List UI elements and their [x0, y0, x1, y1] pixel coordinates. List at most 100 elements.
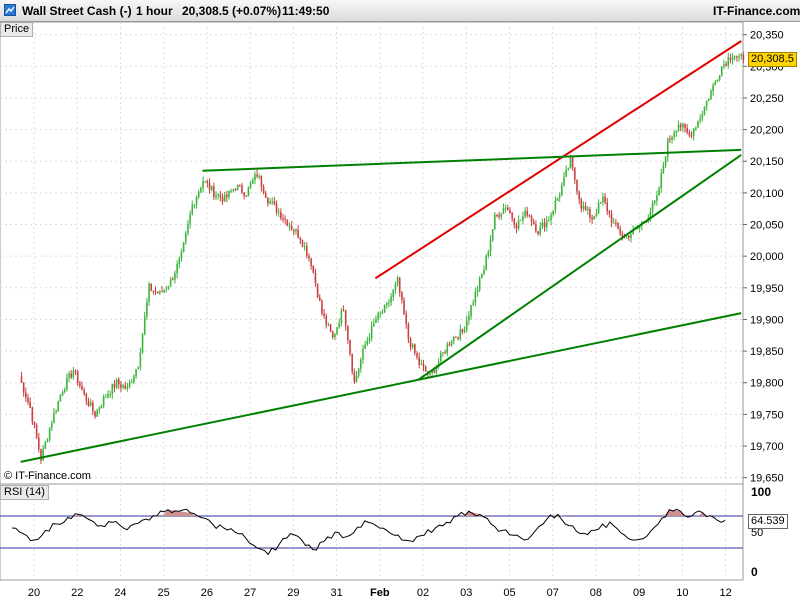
candle-up: [677, 124, 680, 132]
candle-down: [234, 189, 237, 191]
candle-down: [403, 299, 405, 315]
candle-up: [491, 229, 494, 240]
candle-down: [615, 222, 617, 224]
candle-up: [139, 352, 142, 368]
candle-down: [275, 203, 278, 213]
candle-up: [476, 289, 479, 293]
time-tick-label: 24: [114, 587, 126, 599]
candle-up: [396, 277, 399, 284]
clock-time: 11:49:50: [282, 4, 330, 18]
rsi-tick-label: 50: [751, 527, 763, 539]
candle-up: [452, 336, 455, 342]
candle-down: [31, 407, 34, 422]
candle-up: [487, 251, 490, 256]
candle-up: [563, 176, 565, 186]
price-tick-label: 20,350: [750, 30, 784, 42]
last-price-tag: 20,308.5: [748, 52, 797, 67]
candle-up: [420, 364, 423, 366]
candle-up: [517, 219, 520, 229]
candle-down: [571, 157, 574, 168]
candle-down: [40, 449, 42, 461]
candle-up: [550, 214, 552, 221]
resistance-trend-line: [374, 40, 742, 280]
candle-up: [500, 213, 503, 217]
candle-up: [295, 229, 297, 232]
candle-up: [599, 201, 602, 204]
candle-up: [128, 382, 131, 387]
candle-down: [606, 202, 609, 212]
candle-down: [690, 135, 693, 137]
candle-up: [582, 206, 585, 209]
candle-up: [558, 195, 561, 199]
candle-up: [174, 273, 176, 280]
candle-down: [29, 402, 31, 408]
candle-up: [340, 309, 343, 324]
resistance-trend-line: [202, 148, 742, 172]
candle-up: [362, 348, 364, 360]
candle-up: [586, 209, 589, 211]
candle-down: [736, 56, 738, 58]
price-tick-label: 19,750: [750, 409, 784, 421]
candle-up: [271, 201, 274, 203]
candle-up: [429, 373, 431, 375]
candle-up: [545, 220, 548, 228]
candle-up: [651, 203, 654, 212]
candle-up: [191, 205, 194, 215]
price-tick-label: 19,950: [750, 283, 784, 295]
chart-menu-icon[interactable]: [4, 4, 16, 16]
candle-down: [161, 291, 163, 293]
candle-up: [602, 196, 604, 202]
candle-up: [463, 329, 466, 332]
time-tick-label: 25: [158, 587, 170, 599]
candle-up: [481, 274, 483, 278]
grid-lines: [0, 22, 743, 580]
candle-down: [461, 329, 464, 332]
candle-up: [115, 379, 118, 388]
candle-up: [502, 208, 505, 214]
candle-up: [148, 283, 150, 302]
candle-down: [219, 194, 222, 198]
candle-up: [176, 263, 178, 274]
candle-down: [120, 384, 122, 388]
candle-down: [92, 402, 94, 412]
candle-down: [301, 240, 304, 247]
candle-down: [273, 201, 276, 204]
candle-up: [660, 173, 663, 189]
candle-up: [89, 402, 92, 406]
candle-up: [439, 353, 442, 362]
candle-up: [210, 186, 213, 190]
candle-up: [178, 258, 181, 264]
candle-down: [113, 384, 116, 388]
candle-up: [636, 228, 639, 230]
candle-up: [541, 222, 544, 227]
candle-up: [258, 176, 261, 178]
time-tick-label: 07: [547, 587, 559, 599]
price-tick-label: 19,700: [750, 441, 784, 453]
candle-up: [524, 210, 526, 217]
candle-up: [184, 232, 187, 243]
candle-up: [197, 191, 200, 197]
candle-down: [152, 290, 155, 292]
candle-down: [509, 210, 511, 214]
candle-up: [388, 302, 390, 304]
candle-up: [338, 323, 341, 328]
price-pane: [0, 21, 744, 485]
price-tick-label: 20,200: [750, 125, 784, 137]
candle-up: [364, 344, 366, 349]
candle-up: [249, 183, 252, 188]
rsi-value-tag: 64.539: [748, 514, 788, 529]
time-tick-label: 10: [676, 587, 688, 599]
candle-up: [519, 219, 522, 221]
candle-down: [669, 138, 671, 140]
candle-up: [107, 394, 109, 397]
candle-up: [357, 368, 360, 376]
price-tick-label: 19,850: [750, 346, 784, 358]
candle-up: [232, 189, 235, 191]
candle-down: [591, 217, 593, 220]
candle-up: [548, 220, 550, 222]
candle-up: [217, 194, 219, 196]
rsi-tick-label: 100: [751, 485, 771, 499]
candle-up: [377, 313, 379, 320]
candle-down: [537, 231, 539, 235]
